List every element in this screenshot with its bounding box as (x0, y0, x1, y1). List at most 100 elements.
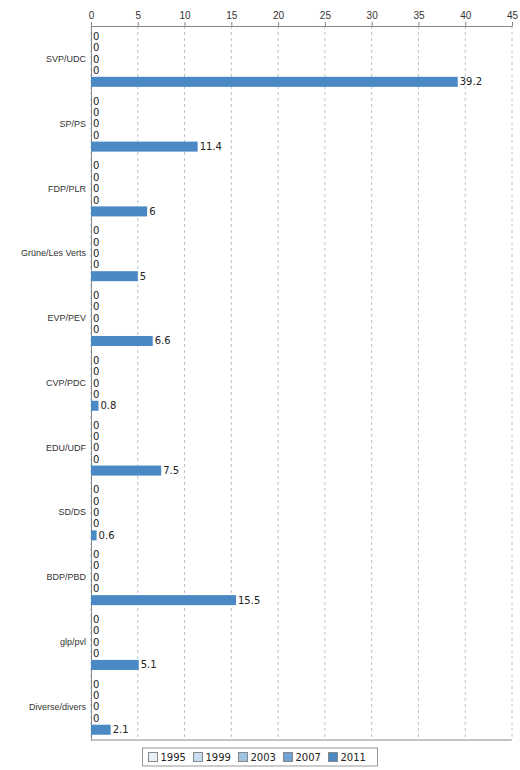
tick-label: 25 (320, 10, 332, 21)
bar (91, 454, 92, 464)
tick-label: 35 (413, 10, 425, 21)
tick: 35 (413, 10, 425, 26)
legend-swatch (194, 753, 203, 762)
tick-mark (91, 22, 92, 26)
data-label: 0 (93, 484, 99, 495)
grid-line (184, 26, 185, 740)
bar (91, 431, 92, 441)
tick-mark (231, 22, 232, 26)
bar (91, 420, 92, 430)
tick: CVP/PDC (46, 378, 91, 388)
tick: 15 (226, 10, 238, 26)
data-label: 39.2 (460, 76, 482, 87)
bar (91, 691, 92, 701)
legend-swatch (329, 753, 338, 762)
data-label: 0 (93, 389, 99, 400)
legend-swatch (149, 753, 158, 762)
tick: 10 (179, 10, 191, 26)
category-label: Grüne/Les Verts (21, 248, 87, 258)
bar (91, 485, 92, 495)
tick: FDP/PLR (48, 184, 91, 194)
tick-label: 20 (273, 10, 285, 21)
data-label: 0 (93, 195, 99, 206)
bar (91, 313, 92, 323)
tick: 40 (460, 10, 472, 26)
category-label: SD/DS (58, 507, 86, 517)
bar (91, 65, 92, 75)
bar (91, 96, 92, 106)
data-label: 0 (93, 560, 99, 571)
legend-swatch (239, 753, 248, 762)
bar (91, 130, 92, 140)
bar (91, 107, 92, 117)
bar (91, 367, 92, 377)
data-label: 15.5 (238, 595, 260, 606)
bar (91, 248, 92, 258)
tick-label: 45 (507, 10, 519, 21)
frame-line (91, 740, 512, 741)
bar (91, 31, 92, 41)
tick-label: 10 (179, 10, 191, 21)
axis-line (92, 26, 513, 27)
bar (91, 378, 92, 388)
bar (91, 614, 92, 624)
bar (91, 702, 92, 712)
bar (91, 355, 92, 365)
tick: 30 (367, 10, 379, 26)
legend-label: 1995 (161, 752, 186, 763)
data-label: 0 (93, 237, 99, 248)
category-label: EDU/UDF (46, 443, 87, 453)
tick-mark (512, 22, 513, 26)
data-label: 0 (93, 172, 99, 183)
data-label: 0 (93, 355, 99, 366)
data-label: 0 (93, 442, 99, 453)
bar (91, 290, 92, 300)
data-label: 0 (93, 518, 99, 529)
category-label: CVP/PDC (46, 378, 87, 388)
data-label: 0 (93, 324, 99, 335)
category-label: glp/pvl (60, 637, 86, 647)
chart: 051015202530354045SVP/UDCSP/PSFDP/PLRGrü… (0, 0, 520, 770)
bar (91, 206, 147, 216)
tick-mark (278, 22, 279, 26)
bar (91, 195, 92, 205)
grid-line (371, 26, 372, 740)
tick: SP/PS (59, 119, 91, 129)
bar (91, 77, 458, 87)
grid-line (465, 26, 466, 740)
tick: BDP/PBD (46, 572, 91, 582)
data-labels: 0000000000000000000000000000000000000000… (93, 31, 482, 735)
data-label: 11.4 (200, 141, 222, 152)
bar (91, 172, 92, 182)
tick: Grüne/Les Verts (21, 248, 91, 258)
bar (91, 142, 198, 152)
tick: 25 (320, 10, 332, 26)
grid-line (418, 26, 419, 740)
bar (91, 43, 92, 53)
bar (91, 401, 98, 411)
data-label: 0 (93, 54, 99, 65)
legend-label: 2003 (251, 752, 276, 763)
tick-label: 15 (226, 10, 238, 21)
data-label: 0 (93, 160, 99, 171)
bar (91, 226, 92, 236)
grid-line (137, 26, 138, 740)
data-label: 0 (93, 31, 99, 42)
tick: SD/DS (58, 507, 91, 517)
tick-mark (465, 22, 466, 26)
bar (91, 679, 92, 689)
data-label: 0 (93, 290, 99, 301)
bar (91, 260, 92, 270)
bars (91, 77, 458, 735)
data-label: 0 (93, 572, 99, 583)
bar (91, 713, 92, 723)
legend: 19951999200320072011 (143, 748, 378, 766)
bar (91, 530, 97, 540)
tick: Diverse/divers (29, 702, 91, 712)
data-label: 0 (93, 454, 99, 465)
plot: 051015202530354045SVP/UDCSP/PSFDP/PLRGrü… (21, 10, 519, 741)
bar (91, 119, 92, 129)
grid-line (278, 26, 279, 740)
tick: glp/pvl (60, 637, 91, 647)
bar (91, 637, 92, 647)
